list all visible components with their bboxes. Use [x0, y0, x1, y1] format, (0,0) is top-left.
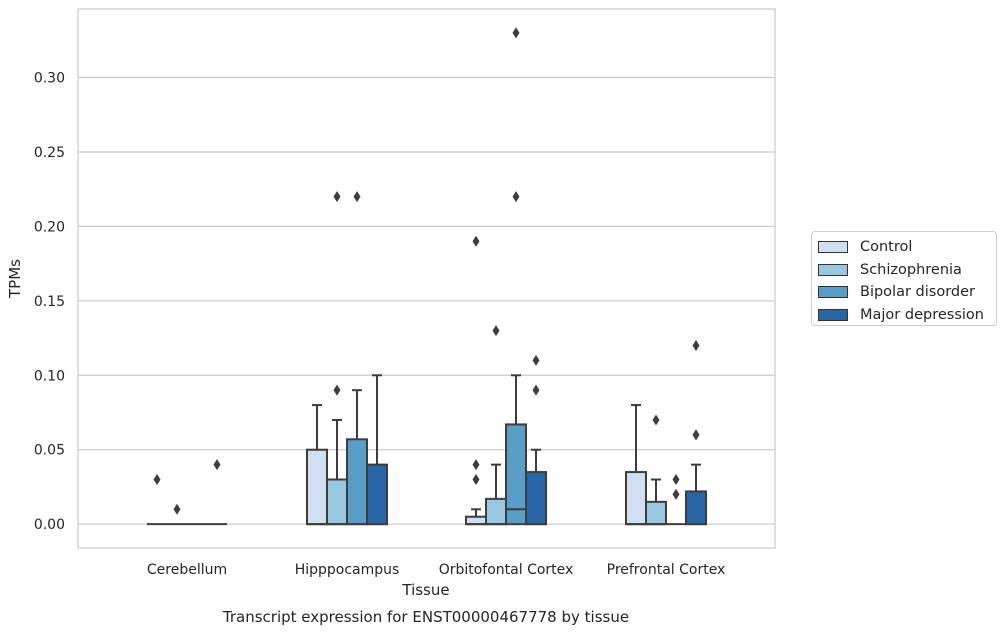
x-axis-label: Tissue — [401, 581, 449, 599]
legend-swatch — [818, 308, 848, 321]
box-group — [505, 27, 527, 526]
y-axis-ticks: 0.00 0.05 0.10 0.15 0.20 0.25 0.30 — [34, 70, 65, 533]
x-tick-label: Prefrontal Cortex — [607, 562, 726, 578]
outlier-point — [692, 429, 700, 441]
y-axis-label: TPMs — [6, 259, 24, 299]
legend: Control Schizophrenia Bipolar disorder Majo… — [811, 231, 997, 326]
x-tick-label: Orbitofontal Cortex — [439, 562, 574, 578]
legend-swatch — [818, 263, 848, 276]
legend-item: Control — [818, 236, 990, 259]
box-bar — [465, 515, 487, 526]
legend-label: Major depression — [860, 306, 984, 323]
outlier-point — [472, 459, 480, 471]
box-bar — [525, 471, 547, 526]
outlier-point — [692, 340, 700, 352]
outlier-point — [492, 325, 500, 337]
outlier-point — [173, 503, 181, 515]
box-group — [346, 191, 368, 526]
outlier-point — [672, 488, 680, 500]
chart-caption: Transcript expression for ENST0000046777… — [222, 608, 629, 626]
box-group — [326, 191, 348, 526]
legend-item: Schizophrenia — [818, 259, 990, 282]
outlier-point — [532, 354, 540, 366]
box-group — [465, 235, 487, 526]
box-group — [485, 325, 507, 526]
box-bar — [306, 448, 328, 526]
box-group — [685, 340, 707, 526]
legend-item: Bipolar disorder — [818, 281, 990, 304]
x-tick-label: Hipppocampus — [295, 562, 400, 578]
legend-swatch — [818, 286, 848, 299]
y-tick-label: 0.15 — [34, 294, 65, 310]
outlier-point — [512, 191, 520, 203]
box-group — [207, 459, 227, 526]
box-bar — [326, 478, 348, 526]
legend-label: Bipolar disorder — [860, 284, 975, 301]
y-tick-label: 0.10 — [34, 368, 65, 384]
y-tick-label: 0.05 — [34, 443, 65, 459]
outlier-point — [333, 384, 341, 396]
legend-item: Major depression — [818, 304, 990, 327]
box-group — [525, 354, 547, 526]
box-bar — [366, 463, 388, 526]
box-group — [645, 414, 667, 526]
plot-frame — [77, 8, 776, 549]
box-bar — [645, 500, 667, 526]
plot-marks — [147, 27, 707, 526]
y-tick-label: 0.00 — [34, 517, 65, 533]
outlier-point — [153, 474, 161, 486]
outlier-point — [512, 27, 520, 39]
box-group — [306, 404, 328, 526]
legend-label: Control — [860, 239, 913, 256]
grid-lines — [78, 76, 775, 525]
outlier-point — [472, 235, 480, 247]
outlier-point — [652, 414, 660, 426]
outlier-point — [333, 191, 341, 203]
box-group — [366, 374, 388, 526]
box-bar — [625, 471, 647, 526]
outlier-point — [532, 384, 540, 396]
y-tick-label: 0.30 — [34, 70, 65, 86]
y-tick-label: 0.25 — [34, 145, 65, 161]
x-axis-ticks: Cerebellum Hipppocampus Orbitofontal Corte… — [147, 562, 725, 578]
y-tick-label: 0.20 — [34, 219, 65, 235]
box-group — [147, 474, 167, 526]
box-group — [167, 503, 187, 526]
outlier-point — [672, 474, 680, 486]
outlier-point — [213, 459, 221, 471]
legend-swatch — [818, 241, 848, 254]
box-bar — [485, 497, 507, 526]
outlier-point — [353, 191, 361, 203]
outlier-point — [472, 474, 480, 486]
legend-label: Schizophrenia — [860, 261, 962, 278]
box-bar — [685, 490, 707, 526]
box-bar — [346, 438, 368, 526]
box-group — [625, 404, 647, 526]
x-tick-label: Cerebellum — [147, 562, 227, 578]
box-group — [666, 474, 686, 526]
